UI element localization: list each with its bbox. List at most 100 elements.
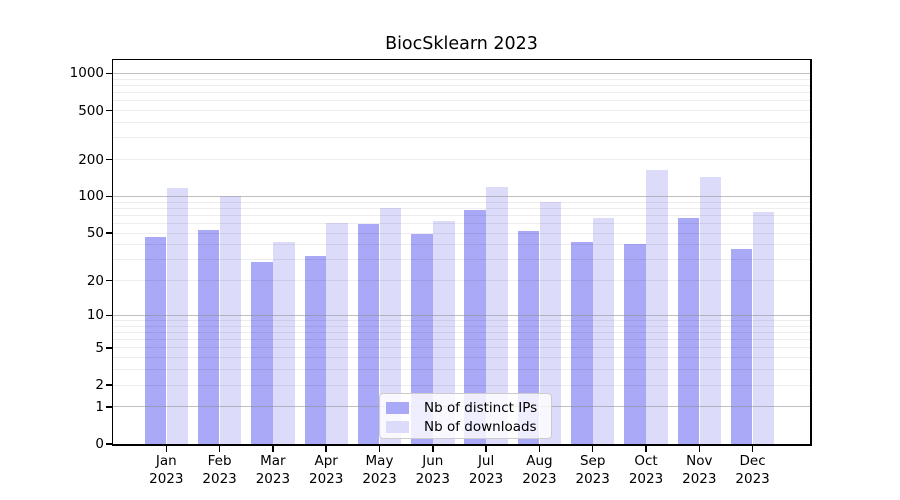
- y-tick: [105, 158, 112, 161]
- y-tick: [105, 384, 112, 386]
- y-tick: [105, 195, 112, 198]
- bar-distinct-ips: [571, 242, 593, 444]
- x-tick-label: Nov 2023: [682, 453, 717, 487]
- bar-distinct-ips: [144, 237, 167, 444]
- gridline-minor: [113, 280, 810, 282]
- gridline-minor: [113, 110, 810, 112]
- y-tick-label: 0: [95, 436, 104, 452]
- gridline-minor: [113, 331, 810, 333]
- x-tick: [485, 445, 487, 452]
- x-tick: [538, 445, 541, 452]
- plot-area: [113, 60, 810, 444]
- x-tick-label: Jun 2023: [415, 453, 450, 487]
- bar-downloads: [379, 207, 402, 444]
- gridline-minor: [113, 369, 810, 371]
- axis-spine-left: [111, 58, 113, 446]
- gridline-minor: [113, 339, 810, 341]
- bar-distinct-ips: [411, 234, 433, 444]
- gridline-minor: [113, 223, 810, 224]
- y-tick: [105, 347, 112, 349]
- gridline-minor: [113, 214, 810, 216]
- legend-label-downloads: Nb of downloads: [424, 418, 537, 435]
- y-tick: [105, 314, 112, 317]
- bar-downloads: [433, 220, 455, 444]
- y-tick-label: 50: [86, 225, 104, 242]
- gridline-minor: [113, 201, 810, 203]
- bar-distinct-ips: [730, 248, 753, 444]
- x-tick: [591, 445, 594, 452]
- bar-downloads: [539, 202, 562, 444]
- bar-downloads: [273, 242, 295, 444]
- y-tick: [105, 406, 112, 408]
- bar-downloads: [166, 188, 188, 444]
- x-tick-label: Dec 2023: [735, 453, 770, 487]
- y-tick: [105, 109, 112, 112]
- x-tick-label: Mar 2023: [255, 453, 291, 487]
- x-tick: [645, 445, 647, 452]
- legend-label-distinct-ips: Nb of distinct IPs: [424, 399, 538, 416]
- gridline-minor: [113, 320, 810, 321]
- legend-item-downloads: Nb of downloads: [380, 417, 551, 436]
- y-tick-label: 500: [78, 102, 104, 119]
- y-tick-label: 2: [95, 377, 104, 394]
- legend-swatch-downloads: [386, 420, 409, 433]
- bar-distinct-ips: [357, 223, 380, 444]
- legend-swatch-distinct-ips: [386, 401, 409, 414]
- x-tick: [165, 445, 168, 452]
- x-tick: [325, 445, 327, 452]
- gridline-minor: [113, 325, 810, 327]
- x-tick-label: May 2023: [362, 453, 397, 487]
- chart-title: BiocSklearn 2023: [385, 34, 538, 54]
- gridline-major: [113, 195, 810, 197]
- bar-downloads: [326, 222, 348, 444]
- x-tick: [378, 445, 381, 452]
- gridline-minor: [113, 78, 810, 80]
- bar-distinct-ips: [464, 209, 486, 444]
- gridline-minor: [113, 100, 810, 102]
- axis-spine-right: [810, 58, 812, 446]
- x-tick-label: Feb 2023: [202, 453, 237, 487]
- y-tick: [105, 279, 112, 282]
- bar-distinct-ips: [677, 217, 700, 444]
- bar-distinct-ips: [517, 231, 540, 444]
- bar-distinct-ips: [197, 230, 220, 444]
- x-tick-label: Oct 2023: [628, 453, 664, 487]
- x-tick-label: Jan 2023: [149, 453, 184, 487]
- y-tick-label: 200: [78, 151, 104, 168]
- gridline-minor: [113, 207, 810, 209]
- gridline-minor: [113, 384, 810, 386]
- bar-distinct-ips: [304, 256, 326, 444]
- y-tick-label: 100: [78, 188, 104, 205]
- legend: Nb of distinct IPs Nb of downloads: [379, 393, 552, 439]
- x-tick: [698, 445, 701, 452]
- bar-distinct-ips: [624, 243, 646, 444]
- gridline-major: [113, 72, 810, 74]
- bar-downloads: [646, 169, 668, 444]
- gridline-minor: [113, 232, 810, 234]
- gridline-minor: [113, 137, 810, 139]
- gridline-minor: [113, 122, 810, 123]
- x-tick: [272, 445, 274, 452]
- bar-downloads: [592, 217, 615, 444]
- gridline-minor: [113, 259, 810, 261]
- x-tick-label: Sep 2023: [575, 453, 610, 487]
- x-tick-label: Jul 2023: [468, 453, 504, 487]
- y-tick-label: 5: [95, 339, 104, 356]
- x-tick: [218, 445, 221, 452]
- x-tick: [751, 445, 754, 452]
- gridline-minor: [113, 84, 810, 86]
- y-tick-label: 20: [86, 272, 104, 289]
- gridline-minor: [113, 159, 810, 161]
- bar-distinct-ips: [251, 261, 273, 444]
- legend-item-distinct-ips: Nb of distinct IPs: [380, 398, 551, 417]
- bar-downloads: [699, 177, 721, 444]
- bar-downloads: [752, 211, 775, 444]
- x-tick-label: Apr 2023: [309, 453, 344, 487]
- y-tick: [105, 232, 112, 234]
- x-tick-label: Aug 2023: [522, 453, 557, 487]
- bar-downloads: [219, 195, 242, 444]
- gridline-minor: [113, 347, 810, 349]
- y-tick-label: 10: [86, 307, 104, 324]
- y-tick-label: 1: [95, 398, 104, 415]
